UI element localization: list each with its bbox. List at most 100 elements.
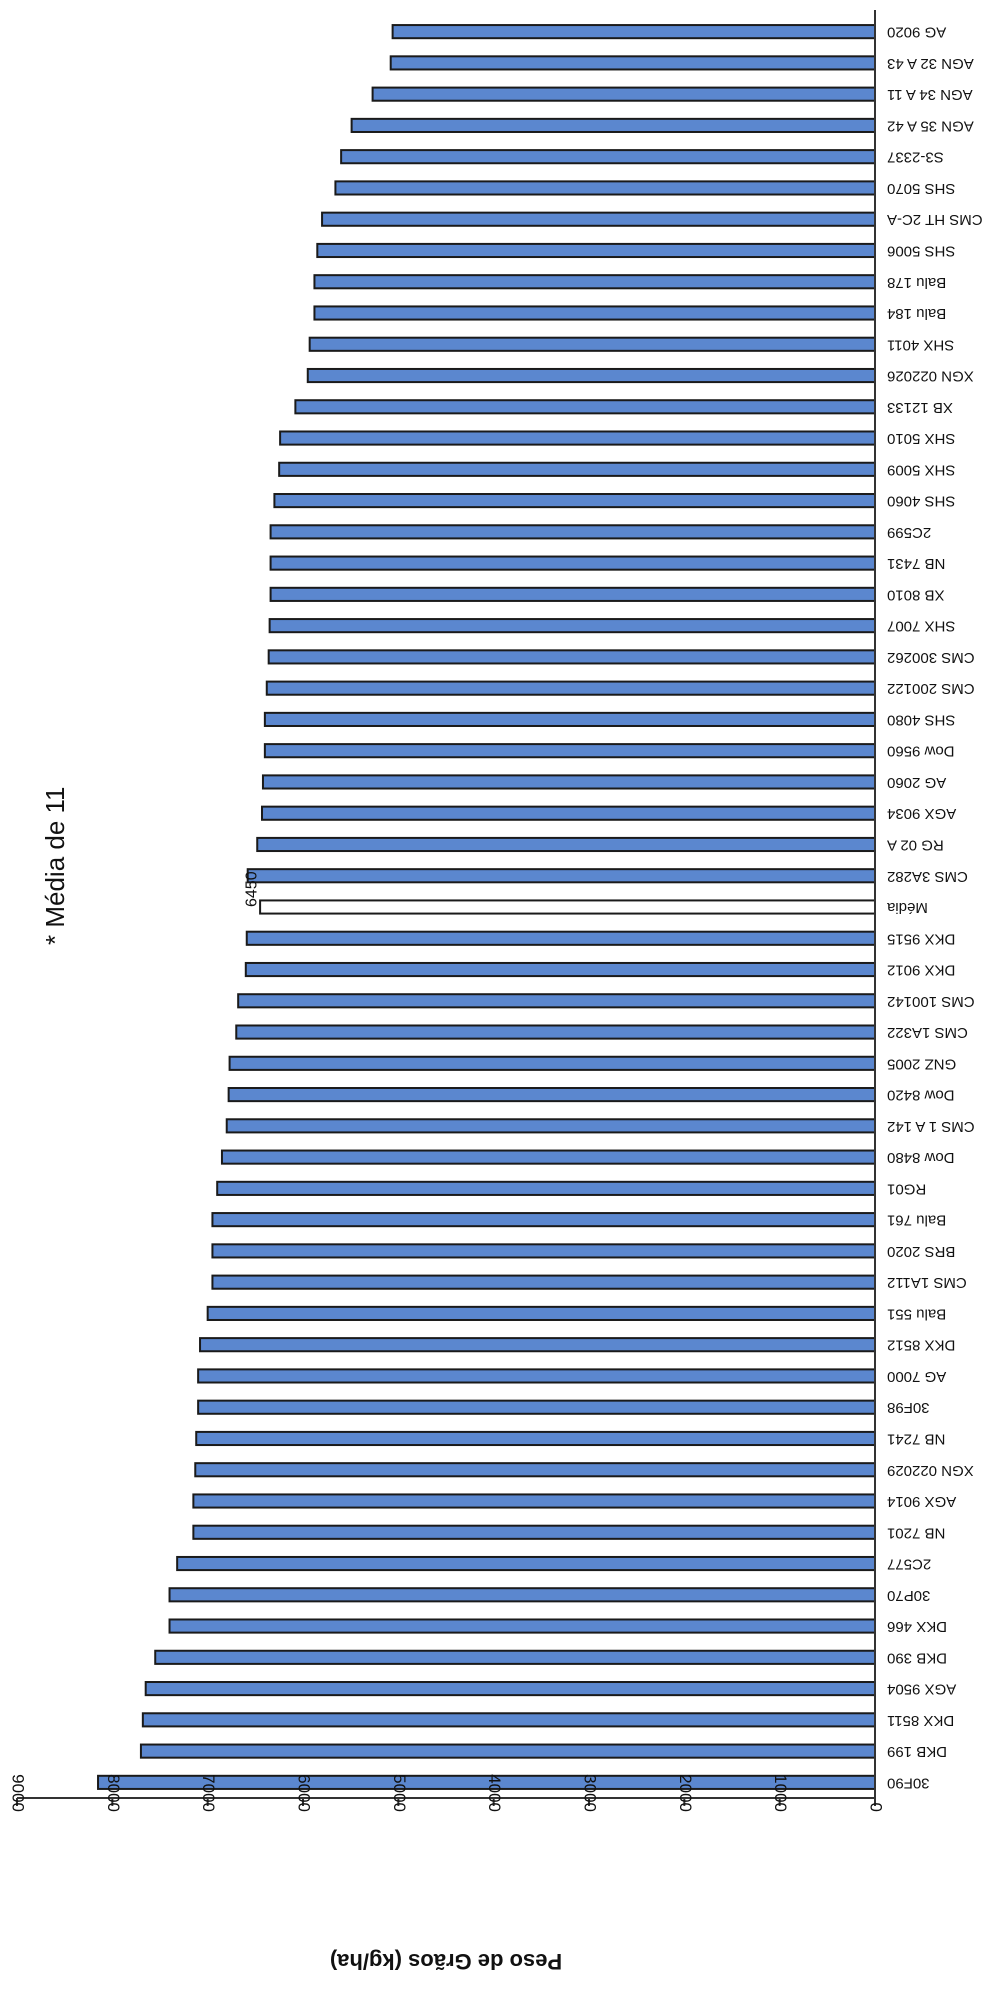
bar bbox=[261, 805, 876, 821]
tick-label: 9000 bbox=[9, 1774, 28, 1812]
category-label: CMS 3A282 bbox=[887, 868, 968, 885]
category-label: DKB 390 bbox=[887, 1649, 947, 1666]
bar bbox=[267, 649, 876, 665]
category-label: SHX 5009 bbox=[887, 461, 955, 478]
bar bbox=[306, 367, 876, 384]
category-label: DKX 8512 bbox=[887, 1337, 955, 1354]
bar bbox=[220, 1149, 876, 1165]
bar bbox=[263, 743, 877, 759]
bar bbox=[350, 117, 876, 133]
tick-label: 0 bbox=[867, 1803, 886, 1812]
bar bbox=[144, 1681, 876, 1697]
tick-label: 8000 bbox=[104, 1774, 123, 1812]
bar bbox=[211, 1274, 876, 1290]
bar bbox=[246, 868, 876, 884]
bar bbox=[245, 930, 876, 946]
bar bbox=[244, 961, 877, 978]
category-label: XGN 022029 bbox=[887, 1462, 974, 1479]
category-label: XB 12133 bbox=[887, 399, 953, 416]
category-label: NB 7201 bbox=[887, 1524, 945, 1541]
mean-value-label: 6450 bbox=[243, 871, 260, 907]
category-label: 2C599 bbox=[887, 524, 931, 541]
category-label: RG01 bbox=[887, 1180, 926, 1197]
bar bbox=[197, 1368, 876, 1384]
tick-label: 6000 bbox=[295, 1774, 314, 1812]
category-label: Dow 8420 bbox=[887, 1087, 955, 1104]
category-label: Balu 551 bbox=[887, 1305, 946, 1322]
bar bbox=[195, 1430, 876, 1447]
tick-label: 5000 bbox=[390, 1774, 409, 1812]
category-label: CMS HT 2C-A bbox=[887, 211, 983, 228]
value-axis: 0 1000 2000 3000 4000 5000 6000 7000 8000 9000 Pes… bbox=[9, 10, 886, 1974]
bar bbox=[313, 305, 876, 321]
category-label: DKB 199 bbox=[887, 1743, 947, 1760]
bar bbox=[154, 1649, 876, 1665]
chart-note: * Média de 11 bbox=[40, 786, 70, 945]
plot-area bbox=[97, 24, 877, 1790]
category-label: 30F90 bbox=[887, 1774, 930, 1791]
bar bbox=[139, 1743, 876, 1759]
category-label: Média bbox=[886, 899, 928, 916]
category-label: XGN 022026 bbox=[887, 368, 974, 385]
bar bbox=[192, 1524, 877, 1540]
category-label: AGX 9504 bbox=[887, 1681, 956, 1698]
bar bbox=[168, 1618, 877, 1634]
bar bbox=[261, 774, 876, 790]
category-labels: 30F90 DKB 199 DKX 8511 AGX 9504 DKB 390 DKX 4… bbox=[243, 24, 982, 1792]
category-label: AG 7000 bbox=[887, 1368, 946, 1385]
category-label: AGX 9034 bbox=[887, 805, 956, 822]
bar bbox=[228, 1055, 877, 1071]
bar bbox=[206, 1305, 876, 1321]
bar bbox=[313, 274, 876, 290]
category-label: DKX 9012 bbox=[887, 962, 955, 979]
tick-label: 7000 bbox=[199, 1774, 218, 1812]
category-label: RG 02 A bbox=[887, 837, 944, 854]
bar bbox=[211, 1212, 876, 1228]
bar bbox=[194, 1462, 877, 1478]
category-label: DKX 466 bbox=[887, 1618, 947, 1635]
category-label: 2C577 bbox=[887, 1556, 931, 1573]
bar bbox=[199, 1337, 877, 1353]
bar bbox=[256, 836, 876, 853]
bar bbox=[141, 1712, 876, 1728]
tick-label: 4000 bbox=[485, 1774, 504, 1812]
category-label: SHS 4060 bbox=[887, 493, 955, 510]
category-label: Balu 178 bbox=[887, 274, 946, 291]
bar bbox=[265, 680, 877, 696]
tick-label: 2000 bbox=[676, 1774, 695, 1812]
bar bbox=[391, 24, 876, 40]
category-label: 30P70 bbox=[887, 1587, 930, 1604]
category-label: SHS 5070 bbox=[887, 180, 955, 197]
mean-bar bbox=[259, 899, 877, 915]
bar bbox=[268, 618, 876, 634]
bar bbox=[308, 336, 876, 352]
category-label: NB 7431 bbox=[887, 555, 945, 572]
category-label: S3-2337 bbox=[887, 149, 944, 166]
category-label: AG 9020 bbox=[887, 24, 946, 41]
category-label: AGN 32 A 43 bbox=[887, 55, 974, 72]
category-label: SHX 7007 bbox=[887, 618, 955, 635]
category-label: AGX 9014 bbox=[887, 1493, 956, 1510]
category-label: CMS 1A322 bbox=[887, 1024, 968, 1041]
bar bbox=[227, 1087, 876, 1103]
bar bbox=[279, 430, 876, 446]
category-label: SHX 4011 bbox=[887, 336, 954, 353]
category-label: AGN 34 A 11 bbox=[887, 86, 973, 103]
bar bbox=[225, 1118, 876, 1134]
category-label: SHX 5010 bbox=[887, 430, 955, 447]
value-axis-title: Peso de Grãos (kg/ha) bbox=[330, 1949, 562, 1974]
category-label: NB 7241 bbox=[887, 1431, 945, 1448]
category-label: Dow 9560 bbox=[887, 743, 955, 760]
category-label: SHS 4080 bbox=[887, 711, 955, 728]
category-label: Balu 184 bbox=[887, 305, 946, 322]
category-label: BRS 2020 bbox=[887, 1243, 955, 1260]
category-label: DKX 9515 bbox=[887, 930, 955, 947]
bar bbox=[334, 180, 876, 196]
bar bbox=[269, 555, 876, 571]
category-label: CMS 1 A 142 bbox=[887, 1118, 975, 1135]
category-label: CMS 1A112 bbox=[887, 1274, 967, 1291]
bar bbox=[371, 86, 876, 102]
category-label: GNZ 2005 bbox=[887, 1055, 956, 1072]
